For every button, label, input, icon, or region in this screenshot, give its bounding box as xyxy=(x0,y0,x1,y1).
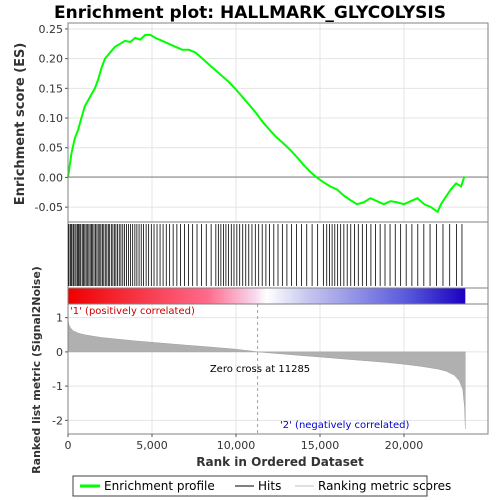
metric-panel: Zero cross at 11285 '1' (positively corr… xyxy=(30,266,489,474)
es-y-tick-label: 0.05 xyxy=(39,142,64,155)
es-y-tick-label: 0.15 xyxy=(39,82,64,95)
legend-profile-label: Enrichment profile xyxy=(104,479,215,493)
ranking-metric-area xyxy=(67,319,466,429)
hit-marks xyxy=(68,224,463,286)
es-gridlines xyxy=(67,23,488,222)
metric-y-label: Ranked list metric (Signal2Noise) xyxy=(30,266,43,474)
es-y-ticks: -0.05 0.00 0.05 0.10 0.15 0.20 0.25 xyxy=(35,23,68,214)
legend-hits-label: Hits xyxy=(258,479,281,493)
es-panel: -0.05 0.00 0.05 0.10 0.15 0.20 0.25 Enrichment… xyxy=(13,22,489,223)
metric-frame xyxy=(67,303,489,435)
x-axis-label: Rank in Ordered Dataset xyxy=(196,455,364,469)
es-y-tick-label: -0.05 xyxy=(35,201,63,214)
es-y-tick-label: 0.25 xyxy=(39,23,64,36)
legend: Enrichment profile Hits Ranking metric s… xyxy=(72,475,451,497)
rank-color-bar xyxy=(68,288,466,304)
metric-y-tick-label: 1 xyxy=(56,312,63,325)
es-y-label: Enrichment score (ES) xyxy=(13,43,28,206)
legend-metric-label: Ranking metric scores xyxy=(318,479,451,493)
x-tick-label: 15,000 xyxy=(301,439,340,452)
zero-cross-label: Zero cross at 11285 xyxy=(210,364,310,375)
x-tick-label: 5,000 xyxy=(136,439,168,452)
es-y-tick-label: 0.10 xyxy=(39,112,64,125)
chart-title: Enrichment plot: HALLMARK_GLYCOLYSIS xyxy=(54,3,446,23)
es-frame xyxy=(67,22,489,223)
x-tick-label: 20,000 xyxy=(385,439,424,452)
x-tick-label: 0 xyxy=(65,439,72,452)
negative-label: '2' (negatively correlated) xyxy=(280,420,409,431)
hits-panel xyxy=(67,221,489,305)
positive-label: '1' (positively correlated) xyxy=(70,306,195,317)
metric-y-tick-label: 0 xyxy=(56,346,63,359)
metric-y-ticks: -2 -1 0 1 xyxy=(52,312,68,427)
es-y-tick-label: 0.00 xyxy=(39,171,64,184)
metric-y-tick-label: -2 xyxy=(52,414,63,427)
x-axis-ticks: 0 5,000 10,000 15,000 20,000 xyxy=(65,434,424,452)
enrichment-profile-line xyxy=(67,33,466,214)
es-y-tick-label: 0.20 xyxy=(39,53,64,66)
x-tick-label: 10,000 xyxy=(217,439,256,452)
metric-y-tick-label: -1 xyxy=(52,380,63,393)
